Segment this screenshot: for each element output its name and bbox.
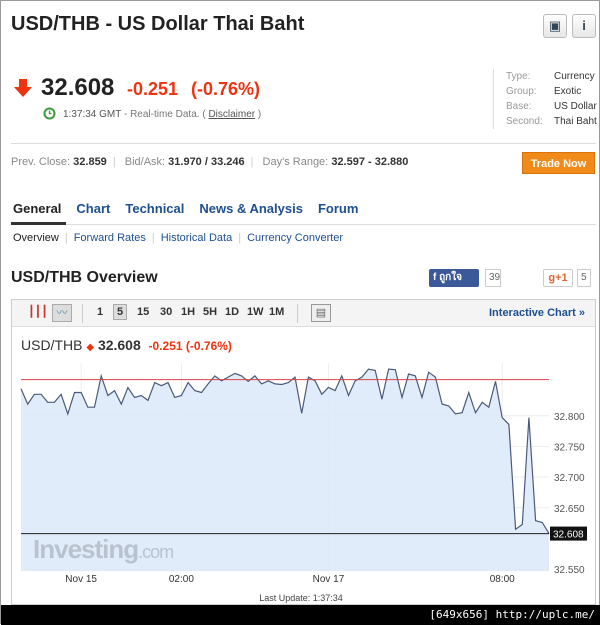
- last-update: Last Update: 1:37:34: [259, 593, 343, 603]
- chart-toolbar: ┃┃┃ 〰 1 5 15 30 1H 5H 1D 1W 1M ▤: [12, 300, 595, 327]
- interval-1[interactable]: 1: [97, 306, 104, 318]
- sub-tabs: Overview | Forward Rates | Historical Data | C…: [13, 232, 344, 244]
- line-chart-icon[interactable]: 〰: [52, 304, 72, 322]
- price-line: [20, 368, 550, 534]
- disclaimer-link[interactable]: Disclaimer: [208, 109, 256, 120]
- info-icon: i: [582, 18, 586, 33]
- down-diamond-icon: ◆: [86, 342, 95, 353]
- interval-5[interactable]: 5: [113, 304, 128, 320]
- y-tick-label: 32.550: [554, 565, 585, 576]
- table-view-icon[interactable]: ▤: [311, 304, 331, 322]
- interval-15[interactable]: 15: [137, 306, 150, 318]
- main-tabs: General Chart Technical News & Analysis Foru…: [13, 201, 373, 216]
- subtab-forward-rates[interactable]: Forward Rates: [73, 232, 146, 244]
- chart-quote: USD/THB ◆ 32.608 -0.251 (-0.76%): [21, 337, 232, 353]
- facebook-icon: f: [433, 272, 440, 283]
- y-tick-label: 32.650: [554, 504, 585, 515]
- last-price-tag: [550, 526, 587, 541]
- subtab-historical-data[interactable]: Historical Data: [160, 232, 233, 244]
- facebook-like-button[interactable]: f ถูกใจ: [429, 269, 479, 287]
- tab-divider: [11, 224, 596, 225]
- price-change-percent: (-0.76%): [191, 79, 261, 99]
- add-to-portfolio-button[interactable]: ▣: [543, 14, 567, 38]
- x-tick-label: Nov 17: [313, 574, 345, 585]
- interval-1h[interactable]: 1H: [181, 306, 196, 318]
- overview-title: USD/THB Overview: [11, 269, 158, 286]
- tab-news-analysis[interactable]: News & Analysis: [199, 201, 303, 216]
- interactive-chart-link[interactable]: Interactive Chart »: [489, 307, 585, 319]
- price-chart[interactable]: 32.800 32.750 32.700 32.650 32.550 32.608 Nov …: [1, 356, 600, 596]
- subtab-currency-converter[interactable]: Currency Converter: [247, 232, 344, 244]
- last-price: 32.608: [41, 74, 115, 101]
- facebook-count: 39: [485, 269, 501, 287]
- investing-watermark: Investing.com: [33, 534, 174, 564]
- info-button[interactable]: i: [572, 14, 596, 38]
- quote-stats: Prev. Close: 32.859 | Bid/Ask: 31.970 / 3…: [11, 156, 409, 168]
- interval-5h[interactable]: 5H: [203, 306, 218, 318]
- y-tick-label: 32.800: [554, 412, 585, 423]
- down-arrow-icon: [14, 79, 32, 97]
- interval-1d[interactable]: 1D: [225, 306, 240, 318]
- x-tick-label: 02:00: [169, 574, 194, 585]
- google-plus-count: 5: [577, 269, 591, 287]
- interval-1m[interactable]: 1M: [269, 306, 285, 318]
- y-tick-label: 32.700: [554, 473, 585, 484]
- trade-now-button[interactable]: Trade Now: [522, 152, 595, 174]
- interval-1w[interactable]: 1W: [247, 306, 264, 318]
- x-tick-label: Nov 15: [65, 574, 97, 585]
- price-change: -0.251: [127, 79, 179, 99]
- tab-general[interactable]: General: [13, 201, 62, 216]
- subtab-overview[interactable]: Overview: [13, 232, 59, 244]
- price-area: [21, 369, 549, 571]
- image-host-footer: [649x656] http://uplc.me/: [1, 605, 600, 625]
- quote-time: 1:37:34 GMT - Real-time Data. ( Disclaim…: [63, 109, 262, 120]
- active-tab-indicator: [11, 222, 66, 225]
- tab-technical[interactable]: Technical: [125, 201, 185, 216]
- divider: [11, 143, 596, 144]
- clock-icon: [43, 107, 56, 120]
- page-title: USD/THB - US Dollar Thai Baht: [11, 13, 305, 35]
- instrument-info: Type: Currency Group: Exotic Base: US Dolla…: [493, 69, 597, 129]
- last-price-tag-label: 32.608: [553, 530, 584, 541]
- interval-30[interactable]: 30: [160, 306, 173, 318]
- y-tick-label: 32.750: [554, 442, 585, 453]
- candlestick-icon[interactable]: ┃┃┃: [28, 306, 48, 318]
- folder-plus-icon: ▣: [548, 18, 562, 33]
- x-tick-label: 08:00: [490, 574, 515, 585]
- tab-chart[interactable]: Chart: [76, 201, 111, 216]
- google-plus-button[interactable]: g+1: [543, 269, 573, 287]
- tab-forum[interactable]: Forum: [317, 201, 359, 216]
- chart-container: [11, 299, 596, 605]
